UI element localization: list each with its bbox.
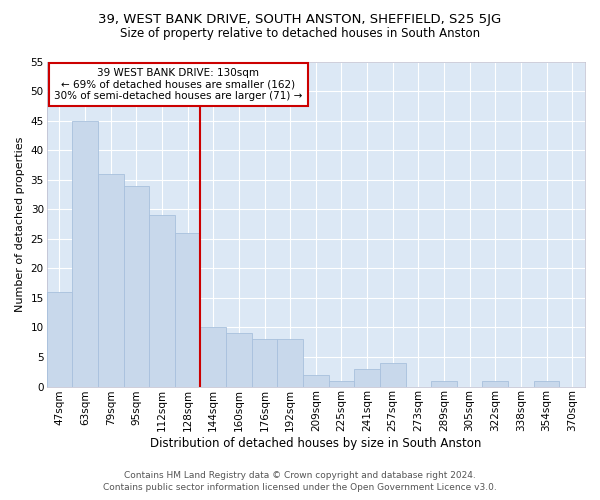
Bar xyxy=(124,186,149,386)
Y-axis label: Number of detached properties: Number of detached properties xyxy=(15,136,25,312)
Bar xyxy=(380,363,406,386)
Bar xyxy=(354,369,380,386)
Bar xyxy=(175,233,200,386)
Bar xyxy=(200,328,226,386)
Bar xyxy=(534,380,559,386)
Bar xyxy=(277,340,303,386)
Text: 39 WEST BANK DRIVE: 130sqm
← 69% of detached houses are smaller (162)
30% of sem: 39 WEST BANK DRIVE: 130sqm ← 69% of deta… xyxy=(55,68,302,101)
Text: Contains HM Land Registry data © Crown copyright and database right 2024.
Contai: Contains HM Land Registry data © Crown c… xyxy=(103,471,497,492)
X-axis label: Distribution of detached houses by size in South Anston: Distribution of detached houses by size … xyxy=(150,437,481,450)
Bar xyxy=(482,380,508,386)
Bar xyxy=(226,334,251,386)
Bar xyxy=(98,174,124,386)
Bar xyxy=(431,380,457,386)
Bar xyxy=(251,340,277,386)
Text: Size of property relative to detached houses in South Anston: Size of property relative to detached ho… xyxy=(120,28,480,40)
Bar xyxy=(303,374,329,386)
Bar xyxy=(72,120,98,386)
Text: 39, WEST BANK DRIVE, SOUTH ANSTON, SHEFFIELD, S25 5JG: 39, WEST BANK DRIVE, SOUTH ANSTON, SHEFF… xyxy=(98,12,502,26)
Bar xyxy=(329,380,354,386)
Bar xyxy=(149,215,175,386)
Bar xyxy=(47,292,72,386)
